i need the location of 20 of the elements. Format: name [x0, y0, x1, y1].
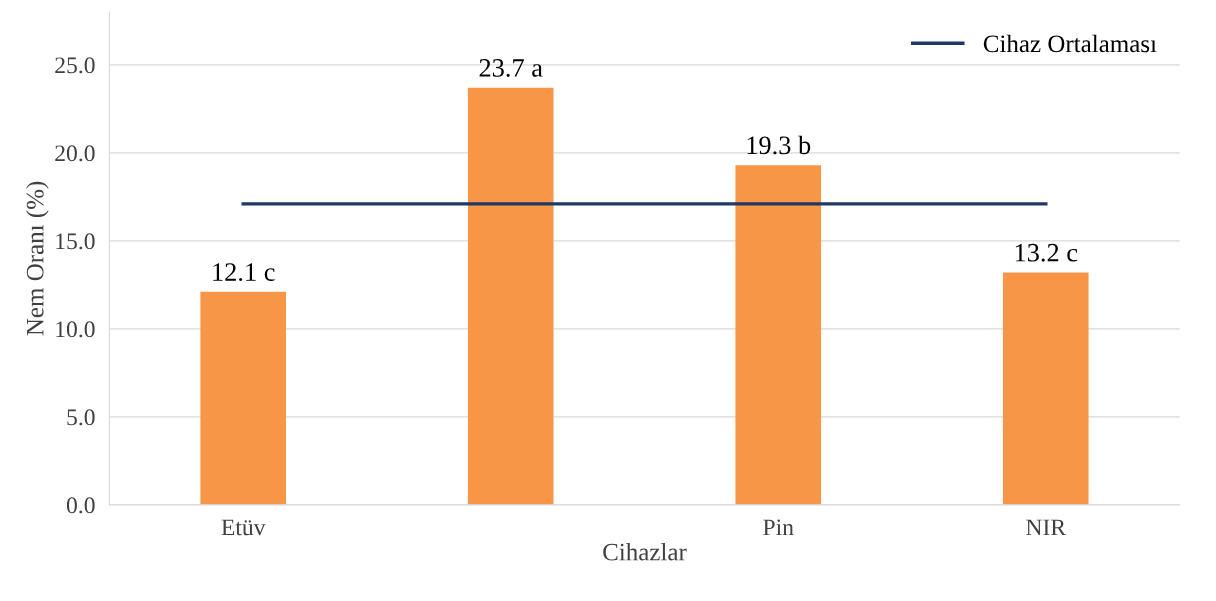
data-label: 13.2 c: [1015, 243, 1078, 262]
data-label: 23.7 a: [479, 59, 543, 77]
bar: [467, 87, 554, 505]
y-tick-label: 10.0: [56, 321, 95, 338]
y-tick-label: 5.0: [67, 409, 95, 426]
y-tick-label: 20.0: [55, 145, 95, 162]
x-axis-title: Cihazlar: [603, 542, 687, 561]
y-axis-title: Nem Oranı (%): [26, 181, 49, 336]
x-tick-label: Etüv: [221, 519, 266, 536]
bar: [1002, 272, 1089, 505]
y-tick-label: 15.0: [56, 233, 95, 250]
bar: [735, 165, 822, 505]
bar: [200, 291, 286, 505]
x-tick-label: Pin: [763, 519, 794, 536]
data-label: 12.1 c: [213, 263, 275, 282]
data-label: 19.3 b: [747, 135, 811, 155]
x-tick-label: NIR: [1026, 519, 1067, 536]
y-tick-label: 25.0: [55, 57, 95, 74]
legend-label: Cihaz Ortalaması: [983, 34, 1157, 53]
y-tick-label: 0.0: [66, 497, 95, 514]
